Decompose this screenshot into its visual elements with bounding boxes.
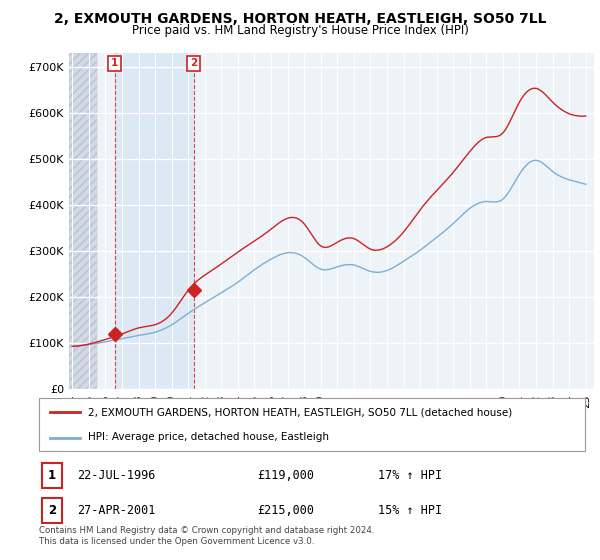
Text: Price paid vs. HM Land Registry's House Price Index (HPI): Price paid vs. HM Land Registry's House … — [131, 24, 469, 37]
Text: Contains HM Land Registry data © Crown copyright and database right 2024.
This d: Contains HM Land Registry data © Crown c… — [39, 526, 374, 546]
Text: 2: 2 — [190, 58, 197, 68]
Text: 2, EXMOUTH GARDENS, HORTON HEATH, EASTLEIGH, SO50 7LL (detached house): 2, EXMOUTH GARDENS, HORTON HEATH, EASTLE… — [88, 408, 512, 418]
Bar — [115, 53, 194, 389]
FancyBboxPatch shape — [39, 398, 585, 451]
Text: £119,000: £119,000 — [257, 469, 314, 482]
Text: 1: 1 — [48, 469, 56, 482]
Bar — [69, 53, 97, 389]
Text: 1: 1 — [111, 58, 118, 68]
Text: 15% ↑ HPI: 15% ↑ HPI — [377, 504, 442, 517]
Text: 2, EXMOUTH GARDENS, HORTON HEATH, EASTLEIGH, SO50 7LL: 2, EXMOUTH GARDENS, HORTON HEATH, EASTLE… — [54, 12, 546, 26]
FancyBboxPatch shape — [42, 498, 62, 523]
Text: £215,000: £215,000 — [257, 504, 314, 517]
FancyBboxPatch shape — [42, 463, 62, 488]
Text: HPI: Average price, detached house, Eastleigh: HPI: Average price, detached house, East… — [88, 432, 329, 442]
Text: 17% ↑ HPI: 17% ↑ HPI — [377, 469, 442, 482]
Text: 27-APR-2001: 27-APR-2001 — [77, 504, 155, 517]
Text: 22-JUL-1996: 22-JUL-1996 — [77, 469, 155, 482]
Text: 2: 2 — [48, 504, 56, 517]
